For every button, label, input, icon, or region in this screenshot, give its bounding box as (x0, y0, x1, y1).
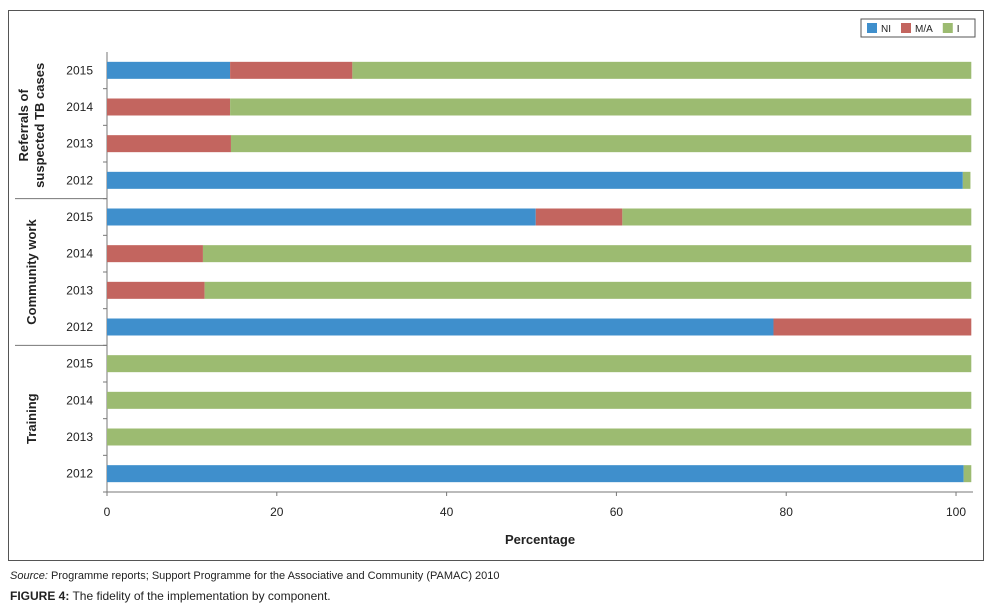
bar-segment (773, 318, 972, 336)
y-tick-label: 2013 (66, 137, 93, 151)
group-label-line: suspected TB cases (32, 63, 47, 188)
bar-segment (107, 465, 964, 483)
x-tick-label: 40 (440, 505, 454, 519)
group-label: Community work (24, 219, 39, 325)
bar-segment (963, 465, 972, 483)
bar-segment (535, 208, 623, 226)
legend-swatch (942, 23, 953, 33)
group-label-line: Training (24, 393, 39, 444)
chart: Percentage 0 20 40 60 80 100 2015 2014 2013 2012 2… (8, 10, 984, 561)
bar-segment (107, 245, 203, 263)
legend-swatch (901, 23, 911, 33)
bar-segment (107, 391, 972, 409)
y-tick-label: 2015 (66, 357, 93, 371)
bar-segment (107, 98, 231, 116)
legend-label: NI (881, 24, 891, 35)
source-text: Programme reports; Support Programme for… (50, 570, 500, 582)
bar-segment (352, 61, 972, 79)
bar-segment (230, 61, 353, 79)
y-tick-label: 2014 (66, 393, 93, 407)
bar-segment (107, 355, 972, 373)
bar-segment (107, 171, 963, 189)
group-label-line: Referrals of (16, 89, 31, 162)
x-tick-label: 0 (104, 505, 111, 519)
bar-segment (962, 171, 971, 189)
legend-label: M/A (915, 24, 933, 35)
bar-segment (107, 61, 231, 79)
y-tick-label: 2013 (66, 430, 93, 444)
y-tick-label: 2012 (66, 320, 93, 334)
figure-caption: FIGURE 4: The fidelity of the implementa… (10, 589, 331, 603)
x-tick-label: 100 (946, 505, 966, 519)
source-label: Source: (10, 570, 48, 582)
group-label: Referrals ofsuspected TB cases (16, 63, 47, 188)
bar-segment (107, 428, 972, 446)
x-tick-label: 20 (270, 505, 284, 519)
legend-swatch (867, 23, 877, 33)
bar-segment (107, 318, 774, 336)
bar-segment (622, 208, 972, 226)
bar-segment (107, 135, 231, 153)
y-tick-label: 2014 (66, 100, 93, 114)
y-tick-label: 2012 (66, 467, 93, 481)
bar-segment (230, 98, 972, 116)
group-label: Training (24, 393, 39, 444)
legend-label: I (957, 24, 960, 35)
source-note: Source: Programme reports; Support Progr… (10, 570, 500, 582)
x-axis-title: Percentage (505, 532, 575, 547)
caption-text: The fidelity of the implementation by co… (72, 589, 331, 603)
x-tick-label: 80 (780, 505, 794, 519)
bar-segment (107, 281, 205, 299)
y-tick-label: 2013 (66, 283, 93, 297)
y-tick-label: 2012 (66, 173, 93, 187)
caption-label: FIGURE 4: (10, 589, 70, 603)
bar-segment (230, 135, 972, 153)
bar-segment (202, 245, 972, 263)
x-tick-label: 60 (610, 505, 624, 519)
y-tick-label: 2014 (66, 247, 93, 261)
bar-segment (107, 208, 536, 226)
group-label-line: Community work (24, 219, 39, 325)
y-tick-label: 2015 (66, 210, 93, 224)
y-tick-label: 2015 (66, 63, 93, 77)
bar-segment (204, 281, 972, 299)
